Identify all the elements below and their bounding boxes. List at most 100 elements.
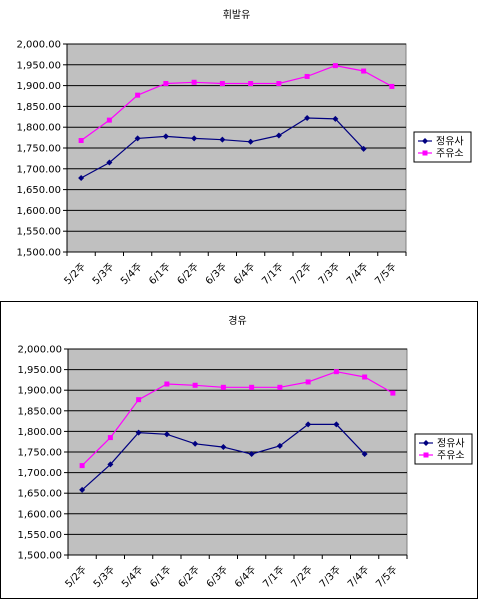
- x-tick-label: 5/4주: [119, 261, 145, 287]
- data-point: [192, 382, 198, 388]
- series-line-station: [80, 64, 393, 141]
- data-point: [362, 374, 368, 380]
- x-tick-label: 6/3주: [205, 564, 231, 590]
- x-tick-label: 7/5주: [374, 564, 400, 590]
- y-tick-label: 1,600.00: [17, 509, 62, 520]
- y-tick-label: 1,500.00: [17, 551, 62, 562]
- data-point: [247, 138, 254, 145]
- data-point: [276, 81, 282, 87]
- y-tick-label: 1,700.00: [17, 468, 62, 479]
- chart-gasoline: 휘발유 1,500.00 1,550.00 1,600.00 1,650.00 1,700…: [16, 9, 472, 287]
- data-point: [78, 138, 84, 144]
- x-tick-label: 6/1주: [148, 564, 174, 590]
- data-point: [106, 117, 112, 123]
- data-point: [192, 440, 199, 447]
- x-tick-label: 6/2주: [177, 564, 203, 590]
- y-tick-label: 1,900.00: [17, 386, 62, 397]
- x-tick-label: 5/2주: [64, 564, 90, 590]
- chart-gasoline-panel: 휘발유 1,500.00 1,550.00 1,600.00 1,650.00 1,700…: [0, 0, 478, 296]
- y-tick-label: 1,800.00: [16, 123, 61, 134]
- x-tick-label: 7/2주: [290, 564, 316, 590]
- x-tick-label: 6/1주: [147, 261, 173, 287]
- y-tick-label: 1,700.00: [16, 164, 61, 175]
- x-tick-label: 7/1주: [261, 564, 287, 590]
- data-point: [361, 451, 368, 458]
- data-point: [389, 83, 395, 89]
- data-point: [106, 159, 113, 166]
- data-point: [136, 397, 142, 403]
- x-tick-label: 7/2주: [289, 261, 315, 287]
- data-point: [219, 136, 226, 143]
- chart-diesel: 경유 1,500.00 1,550.00 1,600.00 1,650.00 1,700.…: [17, 314, 473, 590]
- data-point: [304, 115, 311, 122]
- data-point: [135, 92, 141, 98]
- data-point: [107, 461, 114, 468]
- data-point: [332, 63, 338, 69]
- data-point: [191, 79, 197, 85]
- data-point: [275, 132, 282, 139]
- legend-marker: [423, 440, 429, 446]
- data-point: [163, 431, 170, 438]
- y-tick-label: 1,850.00: [16, 102, 61, 113]
- y-tick-label: 1,650.00: [16, 185, 61, 196]
- data-point: [135, 429, 142, 436]
- data-point: [107, 435, 113, 441]
- x-tick-label: 7/1주: [260, 261, 286, 287]
- legend-label: 주유소: [437, 450, 465, 462]
- legend-marker: [423, 452, 429, 458]
- x-tick-label: 6/4주: [233, 564, 259, 590]
- data-point: [163, 81, 169, 87]
- data-point: [305, 421, 312, 428]
- y-tick-label: 1,950.00: [16, 60, 61, 71]
- data-point: [333, 421, 340, 428]
- chart-diesel-panel: 경유 1,500.00 1,550.00 1,600.00 1,650.00 1,700.…: [0, 301, 478, 599]
- y-tick-label: 2,000.00: [17, 345, 62, 356]
- y-tick-label: 2,000.00: [16, 40, 61, 51]
- y-tick-label: 1,650.00: [17, 489, 62, 500]
- x-tick-label: 7/5주: [373, 261, 399, 287]
- x-tick-label: 7/3주: [317, 261, 343, 287]
- legend-box: [413, 131, 472, 163]
- data-point: [249, 384, 255, 390]
- data-point: [360, 145, 367, 152]
- legend-marker: [422, 138, 428, 144]
- panel-divider: [0, 296, 480, 301]
- x-tick-label: 7/4주: [345, 261, 371, 287]
- chart-title: 휘발유: [223, 9, 251, 21]
- x-tick-label: 5/2주: [63, 261, 89, 287]
- legend-label: 정유사: [437, 438, 465, 450]
- data-point: [162, 133, 169, 140]
- y-tick-label: 1,950.00: [17, 365, 62, 376]
- x-tick-label: 5/4주: [120, 564, 146, 590]
- chart-title: 경유: [228, 314, 246, 327]
- data-point: [191, 135, 198, 142]
- data-point: [277, 384, 283, 390]
- x-tick-label: 6/2주: [176, 261, 202, 287]
- data-point: [220, 384, 226, 390]
- x-tick-label: 5/3주: [92, 564, 118, 590]
- data-point: [219, 81, 225, 87]
- x-tick-label: 6/4주: [232, 261, 258, 287]
- y-tick-label: 1,750.00: [17, 448, 62, 459]
- y-tick-label: 1,550.00: [17, 530, 62, 541]
- x-tick-label: 7/3주: [318, 564, 344, 590]
- y-tick-label: 1,750.00: [16, 144, 61, 155]
- data-point: [276, 442, 283, 449]
- data-point: [220, 444, 227, 451]
- y-tick-label: 1,600.00: [16, 206, 61, 217]
- x-tick-label: 5/3주: [91, 261, 117, 287]
- x-tick-label: 7/4주: [346, 564, 372, 590]
- legend-box: [414, 433, 473, 465]
- y-tick-label: 1,550.00: [16, 227, 61, 238]
- data-point: [332, 115, 339, 122]
- data-point: [79, 486, 86, 493]
- y-tick-label: 1,800.00: [17, 427, 62, 438]
- legend-marker: [422, 150, 428, 156]
- data-point: [248, 451, 255, 458]
- y-tick-label: 1,900.00: [16, 81, 61, 92]
- data-point: [164, 381, 170, 387]
- data-point: [134, 135, 141, 142]
- series-line-station: [81, 371, 394, 467]
